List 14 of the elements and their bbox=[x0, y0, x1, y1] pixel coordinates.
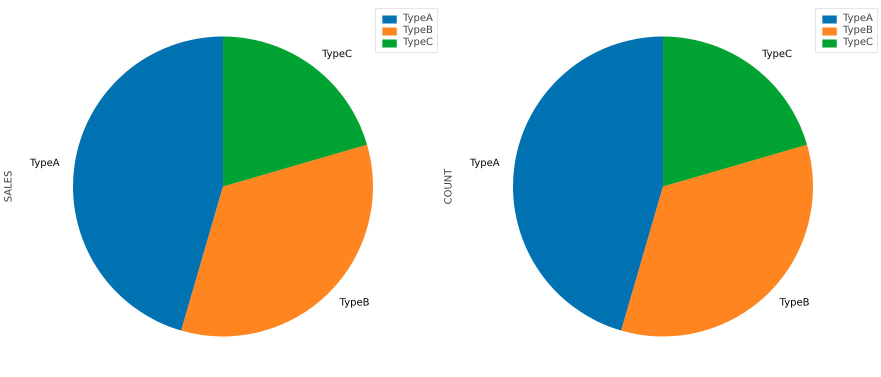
slice-label: TypeB bbox=[778, 298, 810, 309]
legend-label: TypeC bbox=[403, 37, 433, 48]
legend-label: TypeC bbox=[843, 37, 873, 48]
legend-label: TypeA bbox=[843, 13, 873, 24]
slice-label: TypeA bbox=[468, 158, 500, 169]
legend-label: TypeB bbox=[403, 25, 433, 36]
legend-label: TypeB bbox=[843, 25, 873, 36]
legend-label: TypeA bbox=[403, 13, 433, 24]
slice-label: TypeC bbox=[321, 49, 352, 60]
slice-label: TypeA bbox=[28, 158, 60, 169]
slice-label: TypeB bbox=[338, 298, 370, 309]
text: SALES bbox=[4, 170, 14, 202]
slice-label: TypeC bbox=[761, 49, 792, 60]
text: COUNT bbox=[444, 168, 454, 204]
